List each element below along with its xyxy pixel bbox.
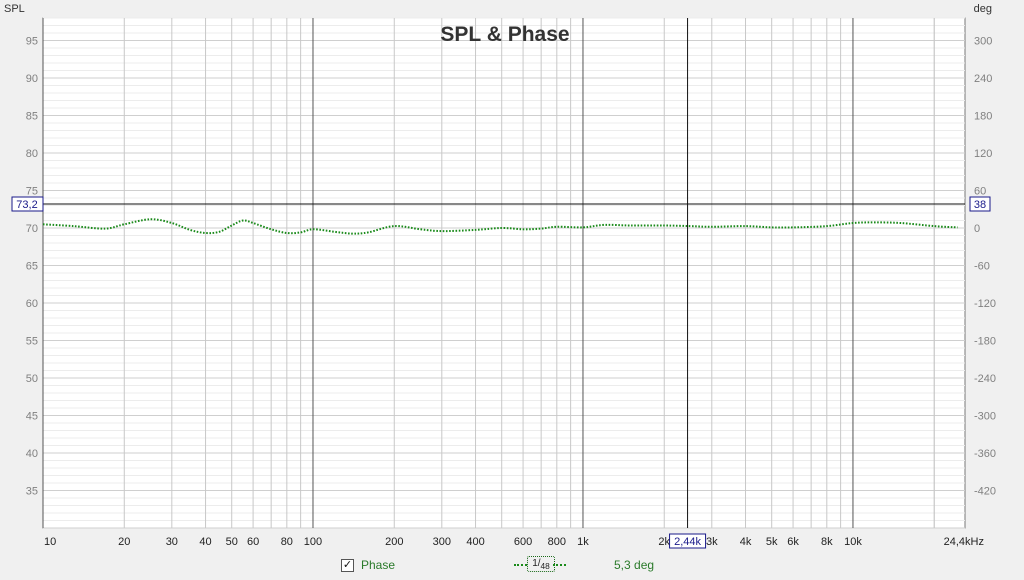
legend: ✓ Phase 1/48 5,3 deg <box>0 556 1024 578</box>
x-tick: 80 <box>281 536 293 548</box>
chart-title: SPL & Phase <box>440 23 569 46</box>
y-tick-right: -360 <box>974 448 996 460</box>
cursor-readout: 5,3 deg <box>614 558 655 572</box>
x-tick: 2k <box>658 536 670 548</box>
legend-line-swatch-right <box>553 564 566 566</box>
x-tick: 400 <box>466 536 484 548</box>
y-tick-left: 80 <box>26 148 38 160</box>
y-tick-right: 120 <box>974 148 992 160</box>
spl-phase-chart[interactable]: 9590858075706560555045403530024018012060… <box>0 0 1024 556</box>
x-tick: 5k <box>766 536 778 548</box>
y-tick-left: 95 <box>26 36 38 48</box>
phase-visibility-checkbox[interactable]: ✓ <box>341 559 354 572</box>
y-tick-right: 0 <box>974 223 980 235</box>
y-tick-left: 35 <box>26 486 38 498</box>
x-tick: 300 <box>433 536 451 548</box>
x-tick: 1k <box>577 536 589 548</box>
y-tick-left: 50 <box>26 373 38 385</box>
y-tick-left: 60 <box>26 298 38 310</box>
y-tick-right: -120 <box>974 298 996 310</box>
y-tick-left: 55 <box>26 336 38 348</box>
x-tick: 30 <box>166 536 178 548</box>
grid <box>42 17 965 529</box>
x-tick: 10 <box>44 536 56 548</box>
cursor[interactable]: 73,2 38 2,44k <box>11 18 991 549</box>
smoothing-numerator: 1 <box>532 558 538 569</box>
y-tick-left: 70 <box>26 223 38 235</box>
y-tick-left: 90 <box>26 73 38 85</box>
right-axis-label: deg <box>974 3 992 15</box>
x-tick: 800 <box>548 536 566 548</box>
cursor-freq-value: 2,44k <box>674 536 701 548</box>
smoothing-selector[interactable]: 1/48 <box>527 556 555 572</box>
y-tick-right: -60 <box>974 261 990 273</box>
y-tick-right: 240 <box>974 73 992 85</box>
x-tick: 24,4kHz <box>944 536 984 548</box>
legend-series-name: Phase <box>361 558 396 572</box>
x-tick: 10k <box>844 536 862 548</box>
x-tick: 600 <box>514 536 532 548</box>
y-tick-right: 180 <box>974 111 992 123</box>
x-tick: 20 <box>118 536 130 548</box>
series-layer <box>42 218 958 235</box>
x-tick: 100 <box>304 536 322 548</box>
x-tick: 6k <box>787 536 799 548</box>
left-axis-label: SPL <box>4 3 25 15</box>
cursor-freq-box <box>669 533 707 549</box>
y-tick-left: 75 <box>26 186 38 198</box>
x-tick: 200 <box>385 536 403 548</box>
cursor-spl-box <box>11 196 44 212</box>
smoothing-denominator: 48 <box>540 561 550 571</box>
y-tick-left: 85 <box>26 111 38 123</box>
x-tick: 3k <box>706 536 718 548</box>
x-tick: 50 <box>226 536 238 548</box>
cursor-deg-value: 38 <box>974 199 986 211</box>
y-tick-right: -240 <box>974 373 996 385</box>
cursor-deg-box <box>969 196 991 212</box>
axes: 9590858075706560555045403530024018012060… <box>26 36 996 549</box>
x-tick: 8k <box>821 536 833 548</box>
y-tick-right: -180 <box>974 336 996 348</box>
y-tick-right: 60 <box>974 186 986 198</box>
x-tick: 60 <box>247 536 259 548</box>
y-tick-left: 45 <box>26 411 38 423</box>
legend-line-swatch <box>514 564 527 566</box>
x-tick: 40 <box>199 536 211 548</box>
x-tick: 4k <box>740 536 752 548</box>
y-tick-left: 65 <box>26 261 38 273</box>
series-line-phase <box>42 218 958 235</box>
y-tick-right: 300 <box>974 36 992 48</box>
y-tick-right: -420 <box>974 486 996 498</box>
y-tick-left: 40 <box>26 448 38 460</box>
y-tick-right: -300 <box>974 411 996 423</box>
cursor-spl-value: 73,2 <box>16 199 37 211</box>
